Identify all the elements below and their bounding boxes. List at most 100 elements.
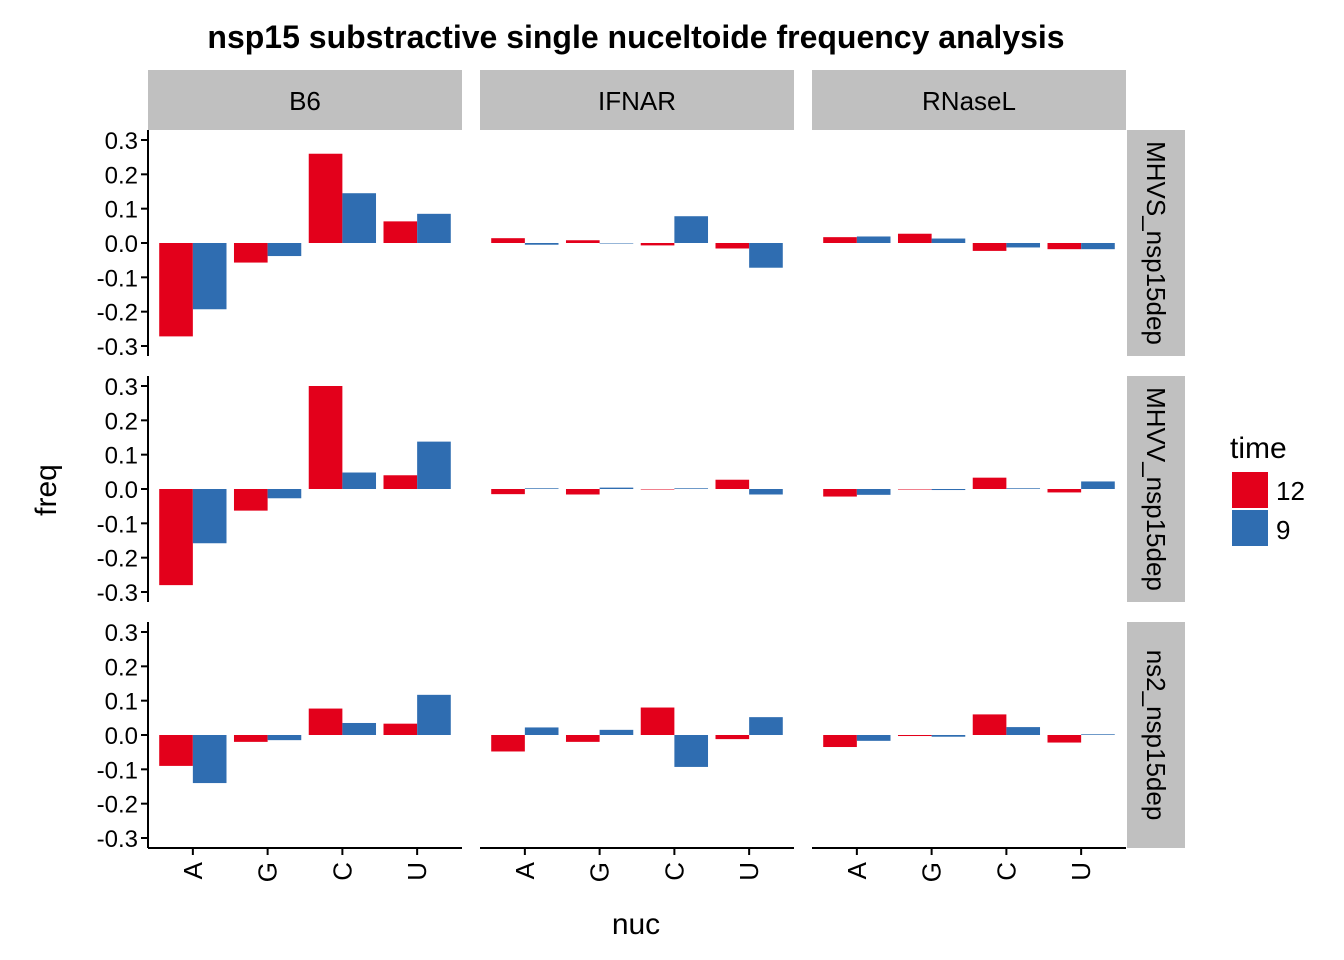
x-tick-label-a: A (510, 861, 540, 879)
y-tick-label: -0.3 (97, 580, 138, 607)
x-tick-label-g: G (917, 862, 947, 882)
row-strip-label-clip: MHVV_nsp15dep (1141, 387, 1171, 591)
bar-ns2-nsp15dep-rnasel-a-time-12 (823, 735, 857, 748)
y-tick-label: 0.3 (105, 128, 138, 155)
bar-mhvs-nsp15dep-ifnar-u-time-9 (749, 243, 783, 268)
y-tick-label: 0.3 (105, 374, 138, 401)
bar-ns2-nsp15dep-rnasel-c-time-9 (1006, 727, 1041, 735)
x-axis-label: nuc (612, 908, 660, 941)
bar-ns2-nsp15dep-b6-a-time-12 (159, 735, 193, 766)
bar-ns2-nsp15dep-rnasel-u-time-12 (1047, 735, 1082, 743)
bar-mhvv-nsp15dep-ifnar-u-time-12 (715, 479, 750, 489)
y-tick-label: -0.2 (97, 300, 138, 327)
bar-ns2-nsp15dep-ifnar-g-time-9 (599, 729, 634, 735)
row-strip-label-mhvs-nsp15dep: MHVS_nsp15dep (1141, 141, 1171, 345)
bar-mhvs-nsp15dep-rnasel-a-time-12 (823, 237, 857, 243)
bar-mhvs-nsp15dep-rnasel-u-time-12 (1047, 243, 1082, 250)
bar-mhvv-nsp15dep-rnasel-a-time-9 (856, 489, 891, 495)
bar-ns2-nsp15dep-ifnar-a-time-9 (524, 727, 559, 735)
bar-ns2-nsp15dep-b6-u-time-12 (383, 723, 418, 735)
row-strip-ns2-nsp15dep (1127, 622, 1185, 848)
y-tick-label: -0.3 (97, 826, 138, 853)
bar-mhvs-nsp15dep-ifnar-a-time-12 (491, 238, 525, 243)
legend-swatch-9 (1232, 510, 1268, 546)
row-strip-mhvs-nsp15dep (1127, 130, 1185, 356)
bar-ns2-nsp15dep-b6-c-time-9 (342, 722, 377, 735)
bar-mhvv-nsp15dep-b6-u-time-9 (417, 441, 451, 489)
bar-mhvv-nsp15dep-rnasel-c-time-9 (1006, 488, 1041, 489)
bar-mhvs-nsp15dep-b6-g-time-12 (233, 243, 268, 263)
bar-mhvs-nsp15dep-b6-u-time-9 (417, 213, 451, 243)
column-strip-label-rnasel: RNaseL (922, 86, 1016, 116)
row-strip-label-ns2-nsp15dep: ns2_nsp15dep (1141, 650, 1171, 821)
bar-ns2-nsp15dep-rnasel-a-time-9 (856, 735, 891, 741)
legend: time 12 9 (1230, 432, 1305, 546)
y-tick-label: 0.2 (105, 162, 138, 189)
bar-mhvs-nsp15dep-rnasel-u-time-9 (1081, 243, 1115, 250)
bar-mhvv-nsp15dep-b6-a-time-9 (192, 489, 227, 544)
bar-mhvs-nsp15dep-rnasel-c-time-9 (1006, 243, 1041, 248)
y-tick-label: 0.1 (105, 689, 138, 716)
x-tick-label-g: G (253, 862, 283, 882)
x-tick-label-c: C (327, 862, 357, 881)
bar-ns2-nsp15dep-ifnar-u-time-9 (749, 717, 783, 735)
y-axis-label: freq (30, 464, 63, 516)
row-strip-label-clip: MHVS_nsp15dep (1141, 141, 1171, 345)
bar-mhvv-nsp15dep-b6-c-time-12 (308, 386, 343, 489)
bar-mhvs-nsp15dep-b6-c-time-12 (308, 153, 343, 243)
bar-mhvs-nsp15dep-b6-a-time-12 (159, 243, 193, 337)
facet-grid: B6 IFNAR RNaseL MHVS_nsp15dep MHVV_nsp15depn… (97, 70, 1185, 882)
y-tick-label: -0.1 (97, 511, 138, 538)
bar-ns2-nsp15dep-b6-c-time-12 (308, 708, 343, 735)
bar-mhvv-nsp15dep-b6-g-time-12 (233, 489, 268, 511)
bar-ns2-nsp15dep-ifnar-g-time-12 (565, 735, 600, 742)
bar-mhvs-nsp15dep-rnasel-g-time-9 (931, 238, 966, 243)
bar-ns2-nsp15dep-rnasel-c-time-12 (972, 714, 1007, 735)
x-tick-label-a: A (178, 861, 208, 879)
legend-label-12: 12 (1276, 476, 1305, 506)
x-tick-label-u: U (734, 862, 764, 881)
bar-mhvv-nsp15dep-ifnar-a-time-9 (524, 488, 559, 489)
bar-mhvs-nsp15dep-rnasel-a-time-9 (856, 236, 891, 243)
bar-ns2-nsp15dep-b6-g-time-9 (267, 735, 302, 741)
bar-mhvv-nsp15dep-ifnar-u-time-9 (749, 489, 783, 495)
x-tick-label-a: A (842, 861, 872, 879)
row-strip-label-mhvv-nsp15dep: MHVV_nsp15dep (1141, 387, 1171, 591)
y-tick-label: 0.0 (105, 723, 138, 750)
bar-mhvs-nsp15dep-rnasel-g-time-12 (897, 233, 932, 243)
bar-mhvs-nsp15dep-ifnar-g-time-12 (565, 240, 600, 243)
legend-swatch-12 (1232, 472, 1268, 508)
bar-mhvv-nsp15dep-rnasel-g-time-12 (897, 489, 932, 490)
bar-mhvv-nsp15dep-rnasel-a-time-12 (823, 489, 857, 497)
row-strip-label-clip: ns2_nsp15dep (1141, 650, 1171, 821)
bar-mhvs-nsp15dep-ifnar-c-time-12 (640, 243, 675, 246)
column-strip-label-ifnar: IFNAR (598, 86, 676, 116)
legend-label-9: 9 (1276, 515, 1290, 545)
bar-ns2-nsp15dep-rnasel-u-time-9 (1081, 734, 1115, 735)
bar-mhvv-nsp15dep-ifnar-g-time-9 (599, 487, 634, 489)
bar-mhvv-nsp15dep-ifnar-c-time-12 (640, 489, 675, 490)
column-strip-label-b6: B6 (289, 86, 321, 116)
chart-title: nsp15 substractive single nuceltoide fre… (207, 19, 1064, 55)
bar-mhvs-nsp15dep-b6-g-time-9 (267, 243, 302, 257)
bar-mhvs-nsp15dep-rnasel-c-time-12 (972, 243, 1007, 251)
column-strip-ifnar (480, 70, 794, 130)
y-tick-label: -0.1 (97, 265, 138, 292)
bar-ns2-nsp15dep-ifnar-c-time-12 (640, 707, 675, 735)
bar-mhvs-nsp15dep-b6-u-time-12 (383, 221, 418, 243)
bar-mhvv-nsp15dep-b6-u-time-12 (383, 475, 418, 489)
bar-mhvv-nsp15dep-b6-g-time-9 (267, 489, 302, 499)
bar-mhvv-nsp15dep-b6-a-time-12 (159, 489, 193, 586)
bar-ns2-nsp15dep-b6-u-time-9 (417, 694, 451, 735)
bar-mhvs-nsp15dep-ifnar-c-time-9 (674, 216, 709, 243)
y-tick-label: -0.3 (97, 334, 138, 361)
x-tick-label-c: C (659, 862, 689, 881)
column-strip-b6 (148, 70, 462, 130)
y-tick-label: 0.0 (105, 231, 138, 258)
bar-mhvv-nsp15dep-rnasel-g-time-9 (931, 489, 966, 491)
bar-mhvs-nsp15dep-ifnar-a-time-9 (524, 243, 559, 245)
bar-ns2-nsp15dep-ifnar-u-time-12 (715, 735, 750, 740)
y-tick-label: 0.0 (105, 477, 138, 504)
y-tick-label: -0.2 (97, 792, 138, 819)
